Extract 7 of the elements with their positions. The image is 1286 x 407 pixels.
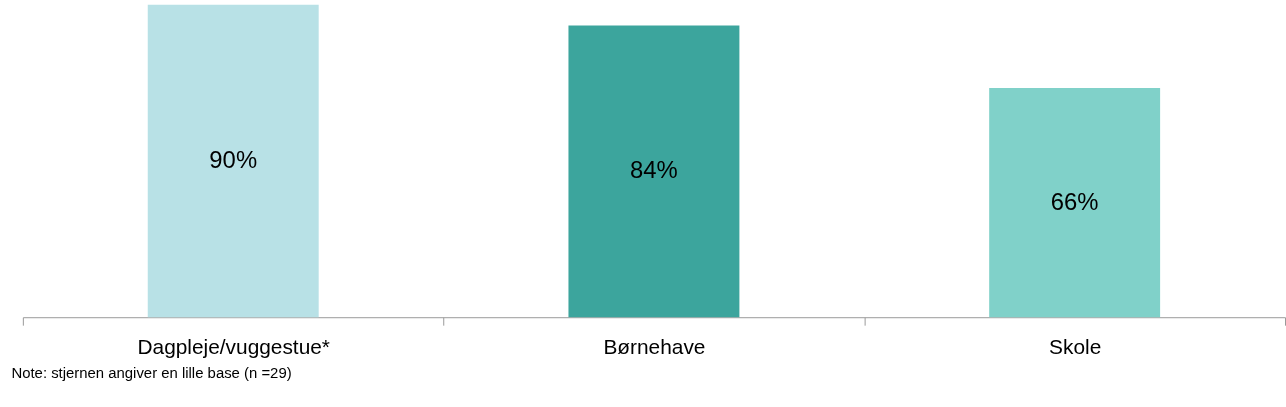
data-label: 84% (630, 156, 678, 184)
x-tick-label: Dagpleje/vuggestue* (137, 335, 330, 359)
data-label: 90% (209, 145, 258, 173)
data-label: 66% (1050, 187, 1099, 215)
x-tick-label: Børnehave (603, 335, 706, 359)
text: Note: stjernen angiver en lille base (n =29) (11, 364, 292, 381)
x-tick-label: Skole (1049, 335, 1102, 359)
